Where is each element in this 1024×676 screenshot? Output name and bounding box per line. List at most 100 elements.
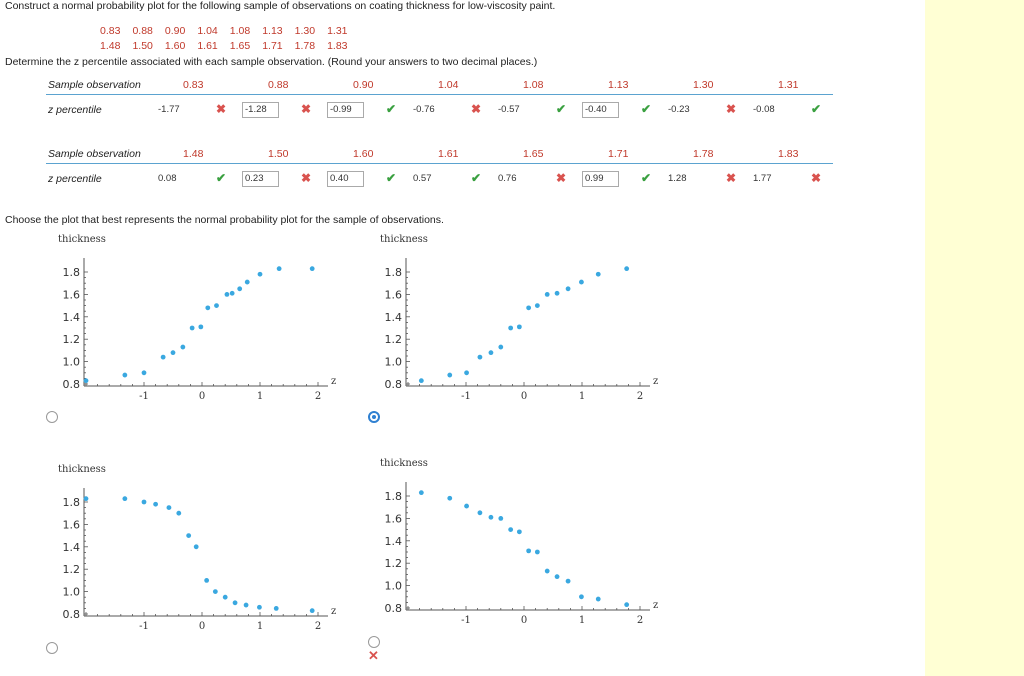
z-percentile-input[interactable]: 0.23 — [242, 171, 279, 187]
x-tick-label: 1 — [579, 391, 585, 402]
data-point — [498, 516, 504, 521]
choose-instruction: Choose the plot that best represents the… — [5, 214, 444, 226]
check-icon: ✔ — [641, 102, 652, 116]
cross-icon: ✖ — [301, 171, 312, 185]
x-tick-label: 0 — [521, 391, 527, 402]
z-percentile-input[interactable]: -0.99 — [327, 102, 364, 118]
data-value: 1.60 — [164, 40, 186, 52]
data-point — [276, 266, 282, 272]
y-tick-label: 0.8 — [385, 602, 403, 615]
data-point — [83, 378, 89, 384]
data-point — [447, 495, 453, 501]
table2-obs-label: Sample observation — [48, 148, 141, 160]
data-point — [508, 527, 514, 532]
radio-option-d[interactable] — [368, 636, 380, 648]
y-tick-label: 1.4 — [63, 541, 81, 554]
data-point — [544, 568, 550, 574]
y-tick-label: 1.6 — [385, 512, 403, 525]
data-point — [508, 325, 514, 331]
data-point — [198, 324, 204, 330]
y-tick-label: 1.8 — [385, 266, 403, 279]
plot-option-d: thickness -1 0 1 2z 0.8 1.0 1.2 1.4 1.6 1.8 — [380, 458, 658, 626]
x-axis-label: z — [653, 600, 658, 611]
data-point — [488, 350, 494, 356]
cross-icon: ✖ — [726, 171, 737, 185]
data-value: 1.71 — [262, 40, 283, 52]
cross-icon: ✖ — [301, 102, 312, 116]
data-row-1: 0.83 0.88 0.90 1.04 1.08 1.13 1.30 1.31 — [100, 25, 360, 37]
data-point — [565, 286, 571, 292]
sample-observation: 1.31 — [778, 79, 799, 91]
y-axis-label: thickness — [58, 464, 106, 475]
z-percentile-input[interactable]: 0.40 — [327, 171, 364, 187]
data-value: 1.78 — [294, 40, 316, 52]
y-tick-label: 1.2 — [63, 333, 81, 346]
data-point — [418, 490, 424, 496]
y-tick-label: 1.2 — [63, 563, 81, 576]
sample-observation: 1.71 — [608, 148, 629, 160]
data-value: 1.13 — [262, 25, 283, 37]
data-value: 1.61 — [197, 40, 218, 52]
data-point — [186, 533, 192, 538]
x-tick-label: 0 — [199, 621, 205, 632]
radio-option-c[interactable] — [46, 642, 58, 654]
data-point — [257, 271, 263, 277]
data-point — [122, 372, 128, 378]
data-row-2: 1.48 1.50 1.60 1.61 1.65 1.71 1.78 1.83 — [100, 40, 360, 52]
z-percentile-input[interactable]: -1.77 — [158, 104, 180, 115]
z-percentile-input[interactable]: 0.99 — [582, 171, 619, 187]
data-value: 1.48 — [100, 40, 121, 52]
sample-observation: 1.61 — [438, 148, 459, 160]
z-percentile-input[interactable]: 0.76 — [498, 173, 517, 184]
sample-observation: 1.50 — [268, 148, 289, 160]
data-point — [205, 305, 211, 311]
x-tick-label: 1 — [579, 615, 585, 626]
data-value: 1.50 — [132, 40, 153, 52]
x-tick-label: 0 — [199, 391, 205, 402]
z-percentile-input[interactable]: -0.40 — [582, 102, 619, 118]
data-point — [224, 292, 230, 297]
data-point — [244, 279, 250, 285]
z-percentile-input[interactable]: -1.28 — [242, 102, 279, 118]
data-point — [83, 496, 89, 502]
data-point — [565, 578, 571, 584]
data-point — [579, 279, 584, 285]
z-percentile-input[interactable]: 1.77 — [753, 173, 772, 184]
determine-instruction: Determine the z percentile associated wi… — [5, 56, 538, 68]
data-point — [141, 370, 147, 376]
data-point — [243, 602, 249, 608]
radio-option-a[interactable] — [46, 411, 58, 423]
z-percentile-input[interactable]: 0.08 — [158, 173, 177, 184]
x-tick-label: -1 — [461, 615, 471, 626]
data-value: 1.83 — [327, 40, 348, 52]
table2-divider — [46, 163, 833, 164]
check-icon: ✔ — [386, 171, 397, 185]
y-tick-label: 1.4 — [385, 535, 403, 548]
data-point — [554, 290, 560, 296]
y-tick-label: 1.6 — [63, 288, 81, 301]
data-point — [595, 271, 601, 277]
sample-observation: 1.78 — [693, 148, 714, 160]
data-point — [166, 505, 172, 510]
right-sidebar — [925, 0, 1024, 676]
data-point — [141, 499, 147, 505]
data-point — [554, 574, 560, 580]
sample-observation: 1.60 — [353, 148, 374, 160]
z-percentile-input[interactable]: 0.57 — [413, 173, 432, 184]
data-point — [229, 290, 235, 296]
x-tick-label: -1 — [139, 621, 149, 632]
data-point — [516, 324, 522, 330]
data-value: 0.83 — [100, 25, 121, 37]
z-percentile-input[interactable]: -0.57 — [498, 104, 520, 115]
question-intro: Construct a normal probability plot for … — [5, 0, 556, 12]
sample-observation: 1.83 — [778, 148, 799, 160]
data-point — [122, 496, 128, 502]
radio-option-b[interactable] — [368, 411, 380, 423]
data-point — [595, 596, 601, 602]
x-tick-label: 2 — [315, 621, 321, 632]
z-percentile-input[interactable]: -0.76 — [413, 104, 435, 115]
data-point — [526, 548, 532, 554]
z-percentile-input[interactable]: 1.28 — [668, 173, 687, 184]
z-percentile-input[interactable]: -0.08 — [753, 104, 775, 115]
z-percentile-input[interactable]: -0.23 — [668, 104, 690, 115]
